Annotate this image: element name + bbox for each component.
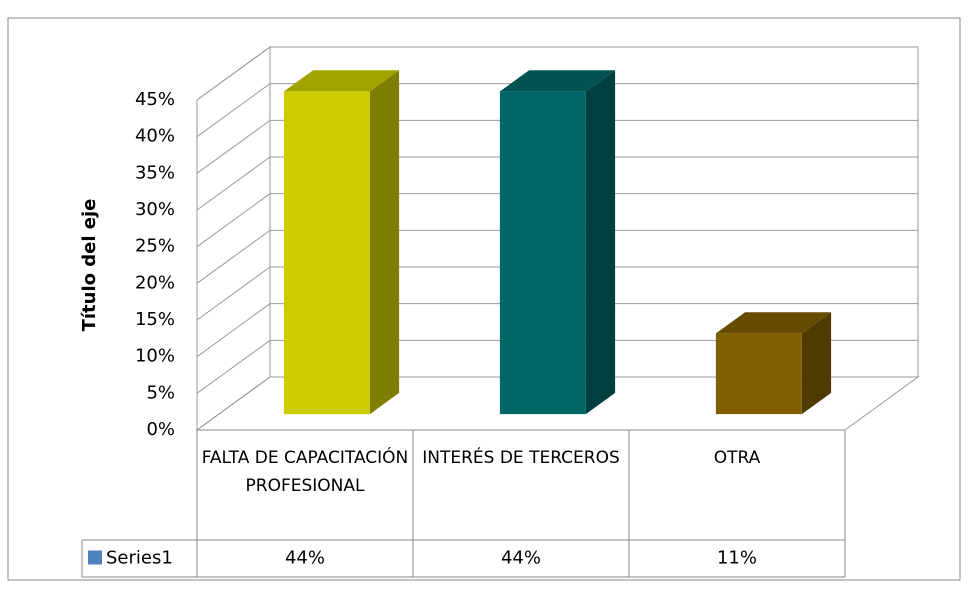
bar-top [715, 312, 832, 334]
y-axis-title: Título del eje [79, 199, 100, 332]
bar-side [585, 70, 616, 415]
legend-key [88, 550, 102, 565]
bar-side [801, 312, 832, 415]
x-tick-label: INTERÉS DE TERCEROS [422, 448, 620, 468]
grid-line [196, 156, 918, 211]
y-tick-label: 45% [135, 89, 175, 110]
grid-line [196, 376, 918, 431]
data-label: 11% [717, 548, 757, 569]
grid-line [196, 303, 918, 358]
grid-line [196, 266, 918, 321]
grid-line [196, 83, 918, 138]
grid-line [196, 119, 918, 174]
y-tick-label: 0% [146, 419, 175, 440]
bar [283, 91, 370, 415]
grid-line [196, 193, 918, 248]
y-tick-label: 30% [135, 199, 175, 220]
y-tick-label: 15% [135, 309, 175, 330]
grid-line [196, 46, 918, 101]
data-label: 44% [501, 548, 541, 569]
category-cell: OTRA [713, 448, 761, 468]
y-tick-label: 35% [135, 162, 175, 183]
x-tick-label: OTRA [713, 448, 761, 468]
x-tick-label: FALTA DE CAPACITACIÓN PROFESIONAL [201, 448, 409, 496]
data-label: 44% [285, 548, 325, 569]
bar-side [369, 70, 400, 415]
y-tick-label: 40% [135, 126, 175, 147]
category-cell: INTERÉS DE TERCEROS [422, 448, 620, 468]
legend-label: Series1 [106, 548, 173, 569]
grid-line [196, 339, 918, 394]
y-tick-label: 25% [135, 236, 175, 257]
bar-top [283, 70, 400, 92]
bar-top [499, 70, 616, 92]
bar [499, 91, 586, 415]
grid-line [196, 229, 918, 284]
y-tick-label: 5% [146, 382, 175, 403]
y-tick-label: 10% [135, 346, 175, 367]
category-cell: FALTA DE CAPACITACIÓN PROFESIONAL [201, 448, 409, 496]
y-tick-label: 20% [135, 272, 175, 293]
bar [715, 333, 802, 415]
